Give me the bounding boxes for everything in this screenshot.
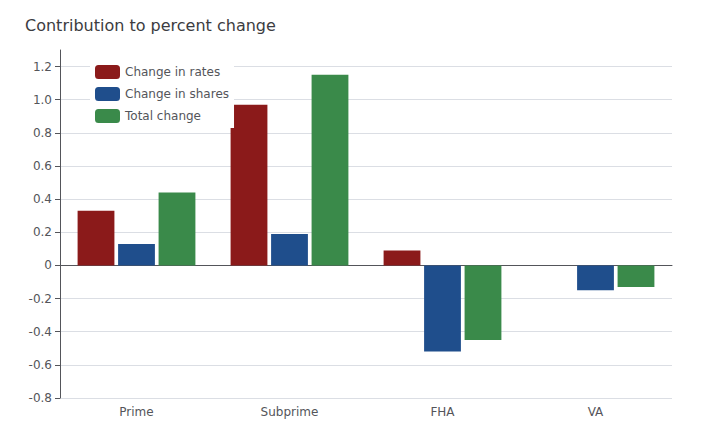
svg-text:1.0: 1.0 bbox=[33, 93, 52, 107]
svg-text:-0.4: -0.4 bbox=[29, 325, 52, 339]
svg-text:-0.2: -0.2 bbox=[29, 292, 52, 306]
svg-text:Prime: Prime bbox=[119, 405, 153, 419]
svg-text:Change in shares: Change in shares bbox=[125, 87, 229, 101]
svg-text:-0.6: -0.6 bbox=[29, 358, 52, 372]
svg-text:0: 0 bbox=[44, 258, 52, 272]
svg-text:0.6: 0.6 bbox=[33, 159, 52, 173]
svg-text:Change in rates: Change in rates bbox=[125, 65, 220, 79]
svg-text:Subprime: Subprime bbox=[261, 405, 319, 419]
svg-text:Contribution to percent change: Contribution to percent change bbox=[25, 16, 276, 35]
svg-text:Total change: Total change bbox=[124, 109, 201, 123]
svg-text:0.2: 0.2 bbox=[33, 225, 52, 239]
svg-text:0.4: 0.4 bbox=[33, 192, 52, 206]
svg-text:0.8: 0.8 bbox=[33, 126, 52, 140]
svg-text:VA: VA bbox=[588, 405, 604, 419]
svg-text:FHA: FHA bbox=[430, 405, 455, 419]
svg-text:-0.8: -0.8 bbox=[29, 391, 52, 405]
svg-text:1.2: 1.2 bbox=[33, 60, 52, 74]
